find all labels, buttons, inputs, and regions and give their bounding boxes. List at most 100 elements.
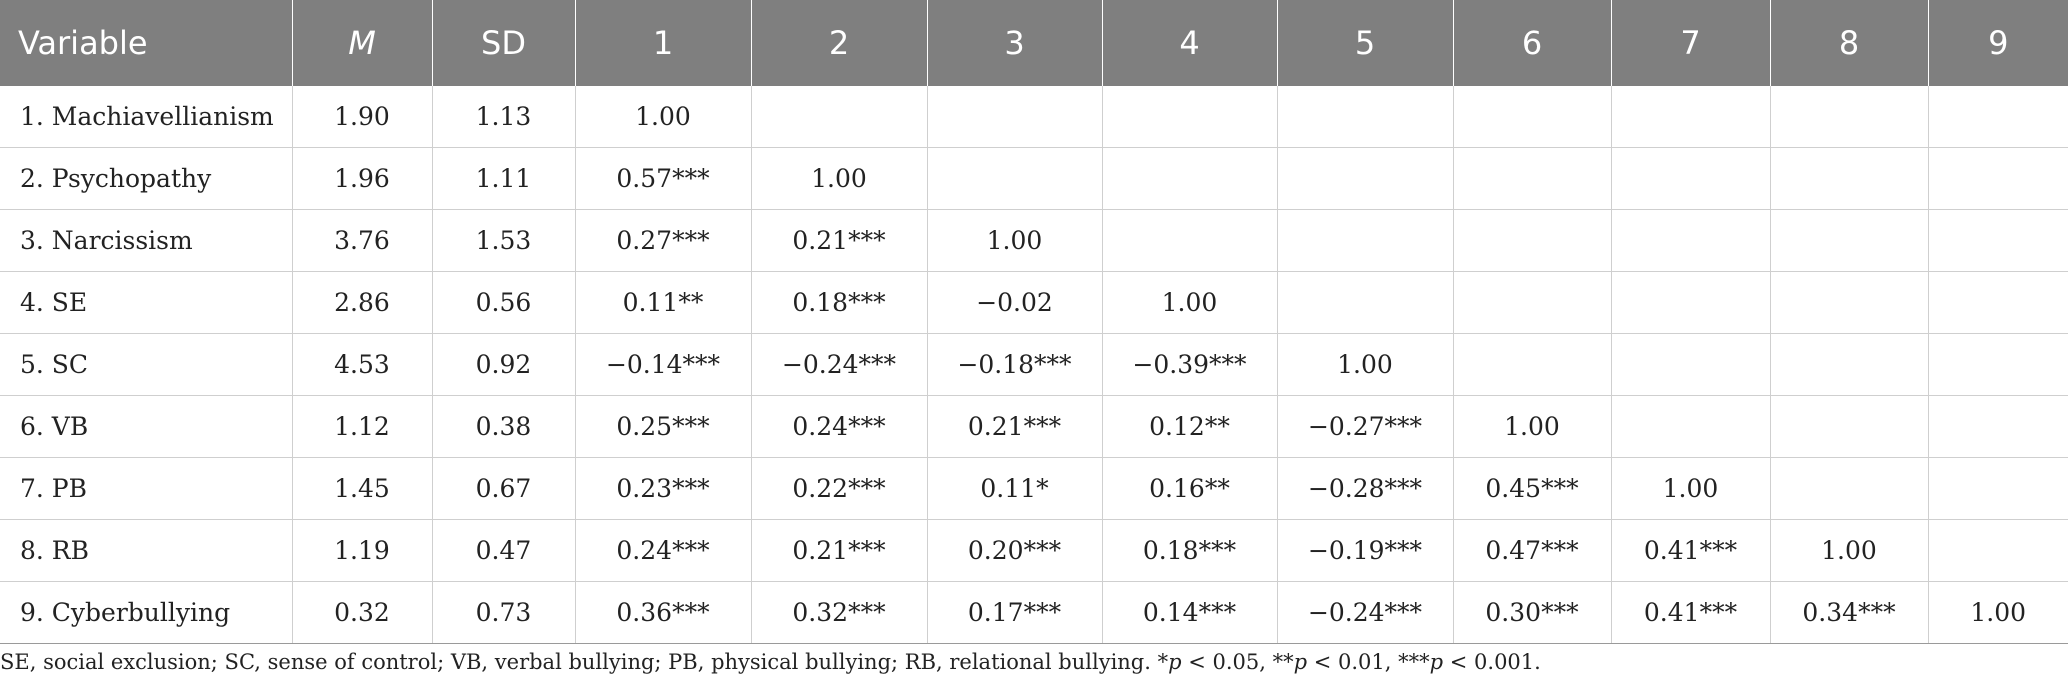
correlation-cell: [1928, 271, 2068, 334]
table-row: 1. Machiavellianism 1.90 1.13 1.00: [0, 86, 2068, 148]
correlation-cell: 0.21***: [751, 209, 928, 272]
mean-cell: 2.86: [292, 271, 433, 334]
header-col-1: 1: [575, 0, 752, 86]
header-col-5: 5: [1277, 0, 1454, 86]
correlation-cell: [1611, 333, 1771, 396]
correlation-cell: [1928, 147, 2068, 210]
note-sig1-stars: *: [1157, 650, 1169, 674]
header-mean: M: [292, 0, 433, 86]
correlation-cell: −0.39***: [1102, 333, 1278, 396]
correlation-cell: 0.21***: [927, 395, 1103, 458]
header-variable: Variable: [0, 0, 293, 86]
correlation-cell: [927, 147, 1103, 210]
correlation-cell: [1611, 209, 1771, 272]
correlation-cell: 0.12**: [1102, 395, 1278, 458]
variable-name-cell: 7. PB: [0, 457, 293, 520]
correlation-cell: −0.27***: [1277, 395, 1454, 458]
header-col-3: 3: [927, 0, 1103, 86]
correlation-cell: [1770, 457, 1929, 520]
correlation-cell: 0.14***: [1102, 581, 1278, 644]
mean-cell: 4.53: [292, 333, 433, 396]
sd-cell: 0.56: [432, 271, 576, 334]
mean-cell: 1.12: [292, 395, 433, 458]
sd-cell: 1.13: [432, 86, 576, 148]
header-col-7: 7: [1611, 0, 1771, 86]
correlation-cell: −0.02: [927, 271, 1103, 334]
note-p-symbol: p: [1293, 650, 1308, 674]
correlation-cell: [1453, 271, 1612, 334]
correlation-cell: 0.32***: [751, 581, 928, 644]
correlation-cell: [1277, 86, 1454, 148]
correlation-cell: 0.22***: [751, 457, 928, 520]
table-row: 8. RB 1.19 0.47 0.24*** 0.21*** 0.20*** 0.18**…: [0, 519, 2068, 582]
mean-cell: 1.90: [292, 86, 433, 148]
sd-cell: 1.11: [432, 147, 576, 210]
correlation-cell: [1611, 147, 1771, 210]
table-row: 2. Psychopathy 1.96 1.11 0.57*** 1.00: [0, 147, 2068, 210]
header-col-8: 8: [1770, 0, 1929, 86]
correlation-cell: 0.27***: [575, 209, 752, 272]
table-row: 5. SC 4.53 0.92 −0.14*** −0.24*** −0.18*** −0.…: [0, 333, 2068, 396]
correlation-cell: [1928, 519, 2068, 582]
mean-cell: 1.19: [292, 519, 433, 582]
correlation-cell: 1.00: [1277, 333, 1454, 396]
correlation-cell: 0.21***: [751, 519, 928, 582]
correlation-cell: [927, 86, 1103, 148]
variable-name-cell: 1. Machiavellianism: [0, 86, 293, 148]
correlation-cell: 0.36***: [575, 581, 752, 644]
correlation-cell: [1770, 86, 1929, 148]
correlation-cell: [1102, 86, 1278, 148]
correlation-cell: [1928, 395, 2068, 458]
mean-cell: 3.76: [292, 209, 433, 272]
sd-cell: 0.67: [432, 457, 576, 520]
correlation-table: Variable M SD 1 2 3 4 5 6 7 8 9 1. Machi…: [0, 0, 2068, 644]
correlation-cell: 1.00: [1770, 519, 1929, 582]
correlation-cell: 1.00: [1928, 581, 2068, 644]
sd-cell: 0.73: [432, 581, 576, 644]
note-sig1-rest: < 0.05,: [1181, 650, 1273, 674]
note-sig3-stars: ***: [1398, 650, 1430, 674]
correlation-cell: 0.34***: [1770, 581, 1929, 644]
correlation-cell: [1611, 395, 1771, 458]
correlation-cell: [1453, 147, 1612, 210]
correlation-cell: [1611, 86, 1771, 148]
correlation-cell: [1611, 271, 1771, 334]
note-abbreviations: SE, social exclusion; SC, sense of contr…: [0, 650, 1158, 674]
correlation-cell: 0.24***: [751, 395, 928, 458]
mean-cell: 1.96: [292, 147, 433, 210]
note-sig2-stars: **: [1272, 650, 1294, 674]
correlation-cell: 0.41***: [1611, 519, 1771, 582]
header-row: Variable M SD 1 2 3 4 5 6 7 8 9: [0, 0, 2068, 86]
header-col-2: 2: [751, 0, 928, 86]
table-note: SE, social exclusion; SC, sense of contr…: [0, 650, 1541, 674]
correlation-cell: −0.14***: [575, 333, 752, 396]
sd-cell: 0.47: [432, 519, 576, 582]
correlation-cell: −0.28***: [1277, 457, 1454, 520]
correlation-cell: [1928, 333, 2068, 396]
table-row: 9. Cyberbullying 0.32 0.73 0.36*** 0.32*** 0.…: [0, 581, 2068, 644]
correlation-cell: [1277, 147, 1454, 210]
table-body: 1. Machiavellianism 1.90 1.13 1.00 2. Psycho…: [0, 86, 2068, 644]
mean-cell: 1.45: [292, 457, 433, 520]
variable-name-cell: 8. RB: [0, 519, 293, 582]
correlation-cell: 0.30***: [1453, 581, 1612, 644]
header-col-6: 6: [1453, 0, 1612, 86]
correlation-cell: 0.16**: [1102, 457, 1278, 520]
correlation-cell: 0.20***: [927, 519, 1103, 582]
correlation-cell: −0.19***: [1277, 519, 1454, 582]
note-sig2-rest: < 0.01,: [1307, 650, 1399, 674]
correlation-cell: [1770, 147, 1929, 210]
variable-name-cell: 3. Narcissism: [0, 209, 293, 272]
correlation-cell: [1102, 209, 1278, 272]
variable-name-cell: 6. VB: [0, 395, 293, 458]
table-row: 7. PB 1.45 0.67 0.23*** 0.22*** 0.11* 0.16** −0…: [0, 457, 2068, 520]
correlation-cell: [1770, 395, 1929, 458]
correlation-cell: 0.17***: [927, 581, 1103, 644]
correlation-cell: [1453, 209, 1612, 272]
correlation-cell: [1770, 209, 1929, 272]
correlation-cell: 0.18***: [751, 271, 928, 334]
correlation-cell: [1453, 333, 1612, 396]
sd-cell: 0.92: [432, 333, 576, 396]
note-sig3-rest: < 0.001.: [1443, 650, 1541, 674]
variable-name-cell: 4. SE: [0, 271, 293, 334]
